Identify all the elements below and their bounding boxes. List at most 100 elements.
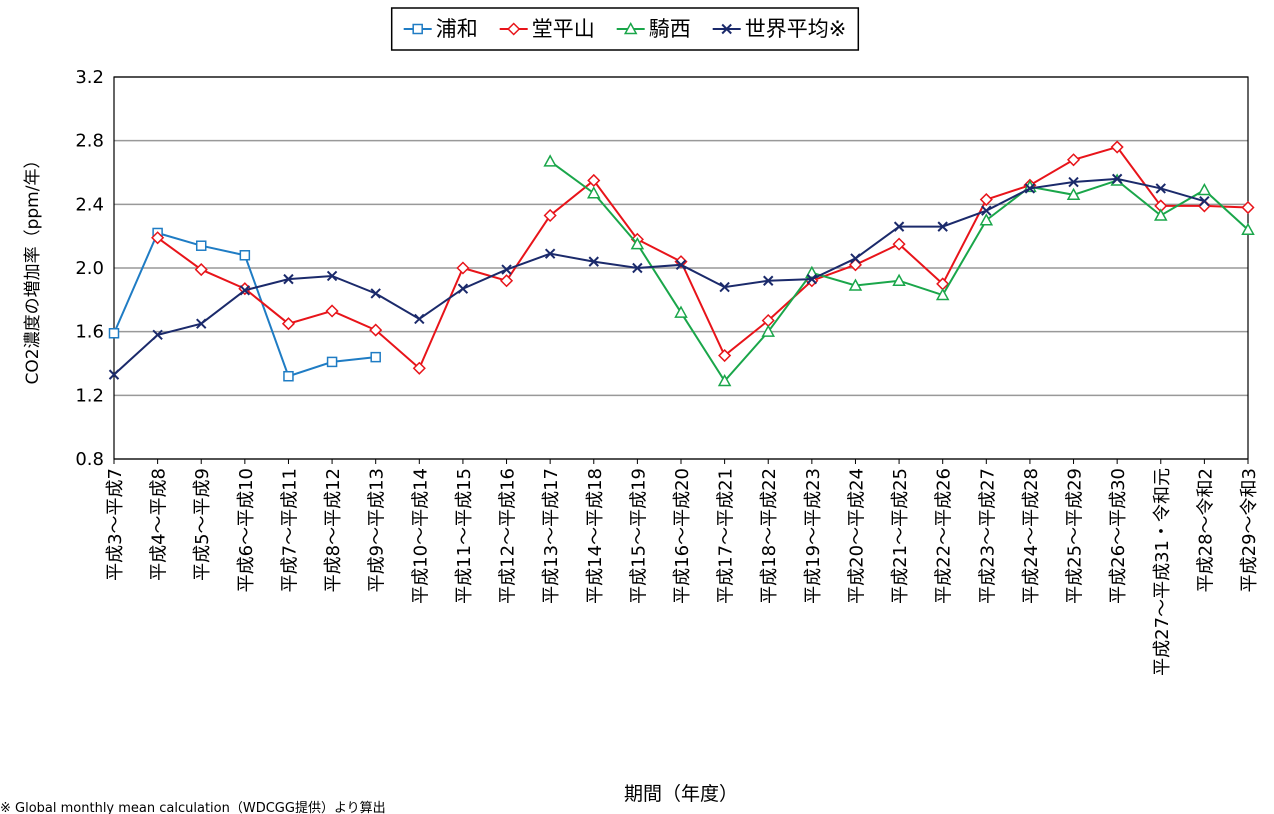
- marker: [326, 356, 338, 368]
- y-tick-label: 1.6: [75, 322, 104, 343]
- x-tick-label: 平成29～令和3: [1239, 468, 1260, 592]
- marker: [630, 237, 645, 250]
- marker: [763, 275, 774, 286]
- marker: [369, 323, 383, 337]
- legend-label: 騎西: [649, 17, 691, 41]
- marker: [507, 22, 521, 36]
- marker: [981, 205, 992, 216]
- x-tick-label: 平成8～平成12: [323, 468, 344, 592]
- note: ※ Global monthly mean calculation（WDCGG提…: [0, 800, 386, 814]
- marker: [1066, 153, 1081, 167]
- marker: [239, 285, 251, 296]
- x-tick-label: 平成7～平成11: [279, 468, 300, 592]
- marker: [412, 23, 423, 35]
- legend-label: 世界平均※: [745, 17, 847, 41]
- marker: [935, 288, 950, 301]
- legend: 浦和 堂平山 騎西 世界平均※: [390, 7, 860, 51]
- marker: [721, 23, 732, 35]
- marker: [850, 253, 861, 264]
- x-tick-label: 平成19～平成23: [803, 468, 824, 604]
- marker: [937, 221, 948, 232]
- marker: [543, 208, 557, 223]
- marker: [194, 263, 208, 277]
- marker: [806, 273, 818, 285]
- y-tick-label: 0.8: [75, 449, 104, 470]
- marker: [326, 270, 338, 282]
- x-tick-label: 平成23～平成27: [977, 468, 998, 604]
- marker: [325, 304, 339, 318]
- marker: [499, 274, 514, 288]
- series-line: [549, 160, 1249, 383]
- x-tick-label: 平成14～平成18: [585, 468, 606, 604]
- x-tick-label: 平成5～平成9: [192, 468, 213, 581]
- marker: [108, 328, 120, 339]
- marker: [544, 248, 556, 259]
- marker: [1241, 200, 1255, 215]
- x-tick-label: 平成16～平成20: [672, 468, 693, 604]
- x-tick-label: 平成3～平成7: [105, 468, 126, 581]
- marker: [674, 305, 688, 318]
- x-tick-label: 平成4～平成8: [149, 468, 170, 581]
- y-tick-label: 3.2: [75, 67, 104, 88]
- marker: [587, 173, 601, 188]
- marker: [283, 273, 294, 285]
- x-tick-label: 平成10～平成14: [410, 468, 431, 604]
- marker: [152, 329, 163, 341]
- marker: [108, 369, 120, 380]
- marker: [281, 317, 296, 331]
- y-tick-label: 2.4: [75, 194, 104, 215]
- marker: [1197, 182, 1212, 196]
- x-tick-label: 平成11～平成15: [454, 468, 475, 604]
- x-tick-label: 平成20～平成24: [846, 468, 867, 604]
- marker: [239, 250, 251, 261]
- marker: [848, 278, 863, 291]
- marker: [370, 288, 381, 299]
- x-tick-label: 平成27～平成31・令和元: [1152, 468, 1173, 676]
- marker: [632, 262, 643, 274]
- marker: [979, 213, 994, 226]
- series-line: [113, 177, 1205, 376]
- marker: [283, 370, 294, 382]
- legend-label: 堂平山: [532, 17, 595, 41]
- marker: [196, 318, 207, 329]
- marker: [805, 265, 819, 279]
- x-tick-label: 平成9～平成13: [367, 468, 388, 592]
- marker: [1199, 195, 1210, 207]
- y-tick-label: 2.0: [75, 258, 104, 279]
- marker: [457, 283, 469, 294]
- x-tick-label: 平成25～平成29: [1065, 468, 1086, 604]
- marker: [892, 237, 906, 251]
- marker: [1024, 183, 1036, 194]
- y-tick-label: 1.2: [75, 385, 104, 406]
- x-tick-label: 平成21～平成25: [890, 468, 911, 604]
- marker: [195, 240, 207, 251]
- marker: [588, 256, 599, 267]
- marker: [719, 281, 730, 293]
- marker: [543, 154, 557, 167]
- legend-label: 浦和: [436, 17, 478, 41]
- marker: [501, 264, 512, 275]
- x-tick-label: 平成28～令和2: [1195, 468, 1216, 592]
- marker: [414, 313, 425, 325]
- series-line: [157, 145, 1249, 370]
- x-tick-label: 平成17～平成21: [716, 468, 737, 604]
- marker: [1110, 140, 1124, 154]
- marker: [1068, 176, 1079, 188]
- x-tick-label: 平成12～平成16: [498, 468, 519, 604]
- marker: [892, 273, 906, 286]
- marker: [370, 351, 381, 363]
- y-tick-label: 2.8: [75, 131, 104, 152]
- y-axis-title: CO2濃度の増加率（ppm/年）: [23, 152, 43, 385]
- marker: [717, 373, 732, 387]
- x-tick-label: 平成13～平成17: [541, 468, 562, 604]
- marker: [1066, 187, 1081, 201]
- marker: [412, 361, 426, 375]
- marker: [1241, 222, 1255, 236]
- x-tick-label: 平成6～平成10: [236, 468, 257, 592]
- marker: [675, 259, 687, 271]
- marker: [1154, 208, 1168, 221]
- marker: [623, 21, 638, 35]
- marker: [456, 261, 470, 275]
- x-tick-label: 平成15～平成19: [628, 468, 649, 604]
